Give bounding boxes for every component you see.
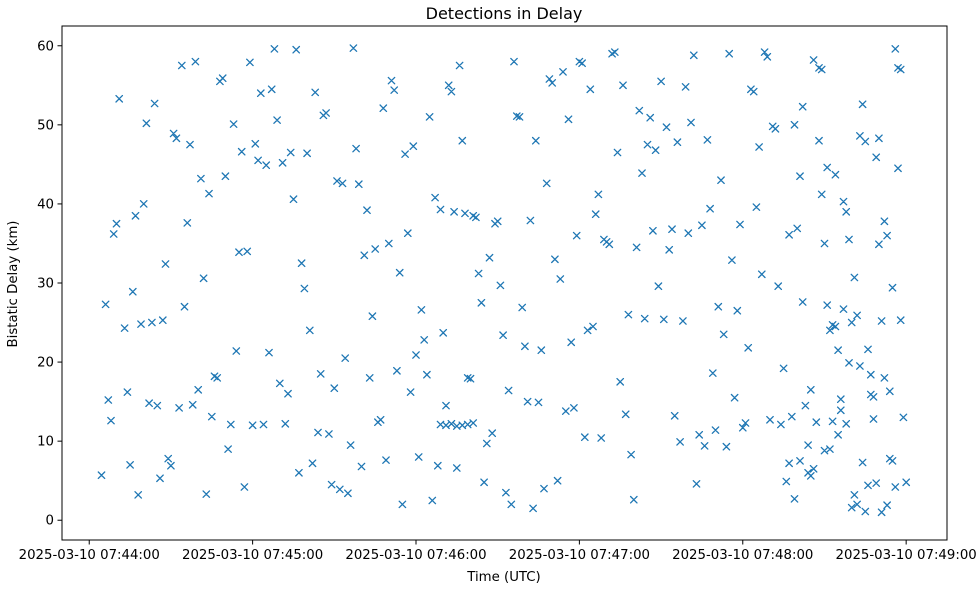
x-tick-label: 2025-03-10 07:45:00 (182, 548, 323, 563)
chart-title: Detections in Delay (426, 4, 583, 23)
y-tick-label: 30 (37, 277, 54, 292)
y-tick-label: 50 (37, 118, 54, 133)
x-tick-label: 2025-03-10 07:47:00 (509, 548, 650, 563)
x-tick-label: 2025-03-10 07:44:00 (19, 548, 160, 563)
x-axis-label: Time (UTC) (466, 570, 541, 585)
y-tick-label: 40 (37, 197, 54, 212)
plot-border (61, 25, 948, 541)
y-tick-label: 0 (46, 514, 54, 529)
ticks-layer: 2025-03-10 07:44:00 2025-03-10 07:45:00 20… (19, 39, 977, 563)
x-tick-label: 2025-03-10 07:49:00 (836, 548, 977, 563)
y-axis-label: Bistatic Delay (km) (6, 221, 21, 348)
points-layer (97, 44, 911, 517)
y-tick-label: 60 (37, 39, 54, 54)
y-tick-label: 10 (37, 435, 54, 450)
x-tick-label: 2025-03-10 07:46:00 (345, 548, 486, 563)
plot-area (62, 26, 947, 540)
scatter-points (97, 44, 911, 517)
y-tick-label: 20 (37, 356, 54, 371)
x-tick-label: 2025-03-10 07:48:00 (672, 548, 813, 563)
